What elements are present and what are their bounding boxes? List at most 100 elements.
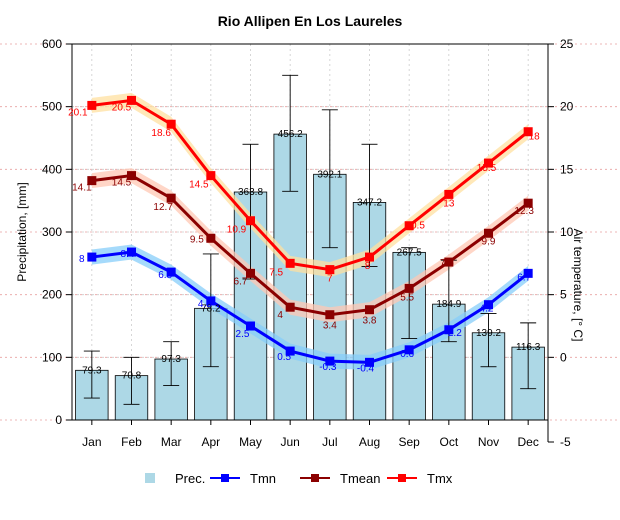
error-bar-apr — [202, 253, 219, 368]
marker-tmx-apr — [206, 171, 216, 181]
precip-label-jul: 392.1 — [317, 169, 342, 180]
marker-tmn-sep — [404, 345, 414, 355]
marker-tmean-aug — [365, 305, 374, 315]
precip-label-aug: 347.2 — [357, 197, 382, 208]
marker-tmn-dec — [523, 268, 533, 278]
marker-tmean-oct — [444, 257, 454, 267]
line-tmean — [91, 174, 530, 317]
x-tick-label-dec: Dec — [517, 435, 538, 449]
label-tmean-jun: 4 — [277, 310, 283, 321]
precip-label-apr: 78.2 — [201, 303, 221, 314]
legend-label: Tmean — [340, 471, 380, 486]
label-tmean-feb: 14.5 — [112, 178, 132, 189]
legend-item-tmn: Tmn — [210, 471, 276, 486]
marker-tmean-jun — [285, 302, 295, 312]
x-tick-label-oct: Oct — [439, 435, 458, 449]
label-tmean-nov: 9.9 — [482, 236, 496, 247]
y-tick-label-left: 200 — [42, 288, 62, 302]
line-tmn — [91, 250, 530, 364]
label-tmn-jul: -0.3 — [319, 362, 337, 373]
marker-tmean-mar — [166, 193, 176, 203]
marker-tmn-jul — [325, 356, 335, 366]
marker-tmn-oct — [444, 325, 454, 335]
y-tick-label-right: -5 — [560, 435, 571, 449]
label-tmx-mar: 18.6 — [151, 128, 171, 139]
label-tmx-jun: 7.5 — [269, 267, 283, 278]
label-tmx-may: 10.9 — [227, 225, 247, 236]
label-tmn-apr: 4.5 — [198, 299, 212, 310]
precip-label-oct: 184.9 — [436, 299, 461, 310]
y-tick-label-right: 20 — [560, 100, 574, 114]
legend: Prec. Tmn Tmean Tmx — [145, 471, 453, 486]
error-bar-feb — [123, 356, 140, 405]
error-bar-jan — [83, 350, 100, 399]
label-tmn-mar: 6.8 — [158, 270, 172, 281]
legend-item-tmean: Tmean — [300, 471, 380, 486]
value-labels: 79.3 70.8 97.3 78.2 363.8 456.2 392.1 347.2 267.… — [68, 102, 541, 381]
marker-tmx-may — [246, 216, 255, 226]
chart-title: Rio Allipen En Los Laureles — [218, 13, 403, 29]
axes: 0 100 200 300 400 500 600 -5 0 5 10 15 20 25 Jan Feb Mar… — [42, 37, 574, 449]
marker-tmn-aug — [365, 357, 374, 367]
y-tick-label-left: 0 — [55, 413, 62, 427]
marker-tmean-apr — [206, 233, 216, 243]
error-bar-aug — [361, 143, 378, 267]
precip-label-may: 363.8 — [238, 187, 263, 198]
marker-tmean-nov — [484, 228, 493, 238]
y-tick-label-left: 100 — [42, 350, 62, 364]
precip-label-sep: 267.5 — [397, 247, 422, 258]
error-bar-dec — [520, 322, 537, 390]
legend-label: Tmn — [250, 471, 276, 486]
marker-tmn-may — [246, 321, 255, 331]
legend-marker — [221, 474, 229, 482]
precip-label-nov: 139.2 — [476, 328, 501, 339]
label-tmn-sep: 0.6 — [400, 349, 414, 360]
legend-label: Tmx — [427, 471, 453, 486]
label-tmn-may: 2.5 — [236, 329, 250, 340]
error-bar-nov — [480, 313, 497, 368]
precipitation-error-bars — [83, 74, 537, 405]
error-bar-jul — [321, 109, 338, 249]
x-tick-label-mar: Mar — [161, 435, 182, 449]
label-tmean-sep: 5.5 — [400, 292, 414, 303]
legend-swatch — [145, 473, 155, 483]
label-tmx-jan: 20.1 — [68, 107, 88, 118]
precip-label-dec: 116.3 — [516, 342, 541, 353]
legend-item-prec: Prec. — [145, 471, 205, 486]
label-tmean-mar: 12.7 — [153, 202, 173, 213]
y-tick-label-left: 600 — [42, 37, 62, 51]
error-bar-jun — [282, 74, 299, 192]
y-tick-label-left: 500 — [42, 100, 62, 114]
legend-marker — [398, 474, 406, 482]
marker-tmn-jun — [285, 346, 295, 356]
label-tmx-aug: 8 — [365, 261, 371, 272]
label-tmn-oct: 2.2 — [448, 328, 462, 339]
x-tick-label-jul: Jul — [322, 435, 337, 449]
marker-tmx-aug — [365, 252, 374, 262]
label-tmx-oct: 13 — [443, 198, 455, 209]
marker-tmn-mar — [166, 267, 176, 277]
label-tmx-apr: 14.5 — [189, 180, 209, 191]
label-tmn-jun: 0.5 — [277, 352, 291, 363]
y-tick-label-right: 25 — [560, 37, 574, 51]
marker-tmx-dec — [523, 127, 533, 137]
marker-tmx-jan — [87, 100, 97, 110]
temperature-lines — [87, 95, 533, 367]
label-tmn-jan: 8 — [79, 254, 85, 265]
legend-label: Prec. — [175, 471, 205, 486]
marker-tmx-feb — [127, 95, 136, 105]
x-tick-label-jun: Jun — [280, 435, 299, 449]
x-tick-label-apr: Apr — [201, 435, 220, 449]
marker-tmean-jan — [87, 176, 97, 186]
label-tmean-dec: 12.3 — [514, 206, 534, 217]
x-tick-label-may: May — [239, 435, 262, 449]
marker-tmn-feb — [127, 247, 136, 257]
label-tmean-oct: 7.6 — [440, 258, 454, 269]
marker-tmean-feb — [127, 171, 136, 181]
y-tick-label-left: 300 — [42, 225, 62, 239]
y-axis-right-title: Air temperature, [° C] — [571, 229, 585, 342]
precip-label-jan: 79.3 — [82, 365, 102, 376]
marker-tmean-may — [246, 268, 255, 278]
y-axis-left-title: Precipitation, [mm] — [15, 182, 29, 281]
